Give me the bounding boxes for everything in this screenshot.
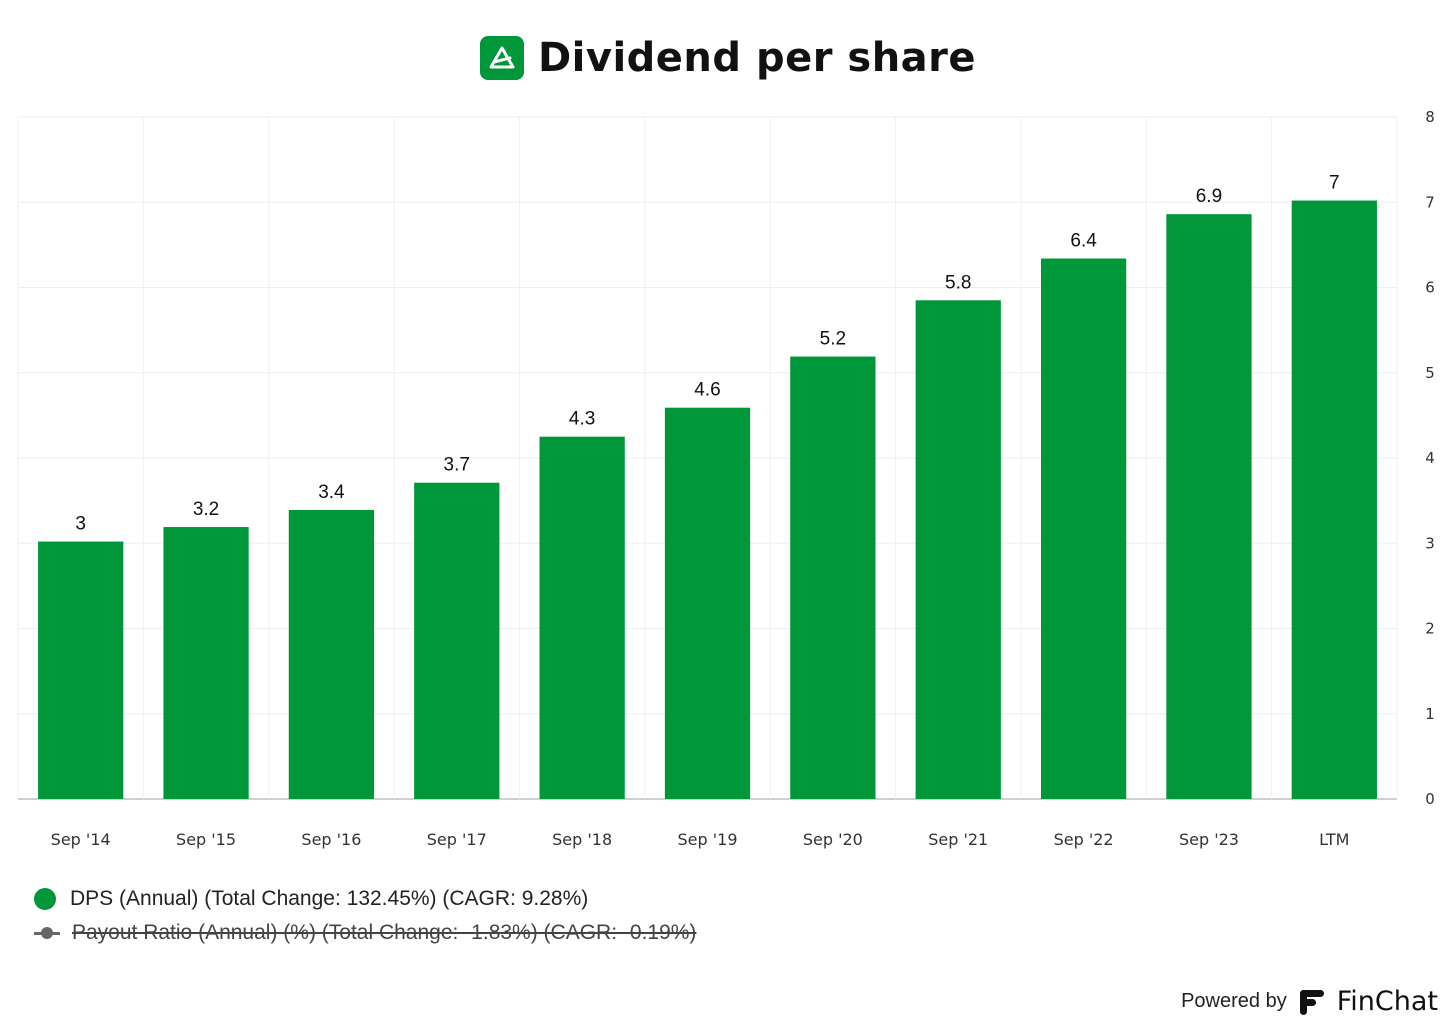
- chart-legend: DPS (Annual) (Total Change: 132.45%) (CA…: [34, 882, 696, 950]
- x-tick-label: Sep '17: [427, 830, 487, 849]
- data-labels: 3 3.2 3.4 3.7 4.3 4.6 5.2 5.8 6.4 6.9 7: [75, 173, 1339, 535]
- bar[interactable]: [1166, 214, 1252, 799]
- x-tick-label: Sep '23: [1179, 830, 1239, 849]
- powered-by-text: Powered by: [1181, 990, 1287, 1012]
- y-tick-label: 4: [1425, 449, 1435, 467]
- y-tick-label: 1: [1425, 705, 1435, 723]
- x-tick-label: Sep '15: [176, 830, 236, 849]
- data-label: 3.7: [444, 455, 470, 476]
- data-label: 5.8: [945, 272, 971, 293]
- data-label: 3.4: [318, 482, 345, 503]
- chart-title: Dividend per share: [537, 35, 977, 81]
- bar[interactable]: [664, 407, 751, 799]
- brand-name: FinChat: [1336, 986, 1438, 1017]
- bar[interactable]: [414, 482, 500, 799]
- bar[interactable]: [915, 300, 1001, 799]
- bar[interactable]: [539, 436, 625, 799]
- footer-branding: Powered by FinChat: [1181, 986, 1438, 1017]
- data-label: 3: [75, 514, 86, 535]
- legend-label-payout-ratio: Payout Ratio (Annual) (%) (Total Change:…: [72, 921, 697, 944]
- data-label: 5.2: [820, 329, 846, 350]
- x-tick-label: Sep '19: [678, 830, 738, 849]
- x-tick-label: Sep '20: [803, 830, 863, 849]
- y-tick-label: 5: [1425, 364, 1435, 382]
- x-tick-label: Sep '16: [301, 830, 361, 849]
- y-axis-ticks: 0 1 2 3 4 5 6 7 8: [1425, 108, 1435, 808]
- x-tick-label: LTM: [1319, 830, 1349, 849]
- data-label: 3.2: [193, 499, 219, 520]
- legend-label-dps: DPS (Annual) (Total Change: 132.45%) (CA…: [70, 887, 589, 910]
- data-label: 4.3: [569, 409, 595, 430]
- data-label: 6.4: [1070, 231, 1097, 252]
- data-label: 4.6: [694, 380, 720, 401]
- x-axis-ticks: Sep '14 Sep '15 Sep '16 Sep '17 Sep '18 Sep '…: [51, 830, 1350, 849]
- legend-item-dps[interactable]: DPS (Annual) (Total Change: 132.45%) (CA…: [34, 882, 696, 916]
- bar[interactable]: [163, 527, 249, 799]
- legend-line-marker-icon: [34, 922, 60, 944]
- finchat-triangle-logo-icon: [479, 36, 524, 80]
- data-label: 7: [1329, 173, 1340, 194]
- bar[interactable]: [1291, 200, 1377, 800]
- legend-dot-icon: [34, 888, 56, 910]
- y-tick-label: 2: [1425, 620, 1435, 638]
- chart-header: Dividend per share: [0, 30, 1456, 86]
- legend-item-payout-ratio[interactable]: Payout Ratio (Annual) (%) (Total Change:…: [34, 916, 696, 950]
- y-tick-label: 6: [1425, 279, 1435, 297]
- bar[interactable]: [1040, 258, 1127, 799]
- bar-chart: 33.23.43.74.34.65.25.86.46.97 Sep '14 Sep…: [17, 108, 1435, 849]
- bar[interactable]: [790, 356, 876, 799]
- x-tick-label: Sep '14: [51, 830, 111, 849]
- finchat-f-logo-icon: [1299, 989, 1324, 1015]
- y-tick-label: 0: [1425, 790, 1435, 808]
- x-tick-label: Sep '22: [1054, 830, 1114, 849]
- y-tick-label: 8: [1425, 108, 1435, 126]
- y-tick-label: 3: [1425, 534, 1435, 552]
- bar[interactable]: [288, 510, 375, 799]
- x-tick-label: Sep '21: [928, 830, 988, 849]
- bar-series: [38, 200, 1377, 800]
- bar[interactable]: [38, 541, 124, 799]
- x-tick-label: Sep '18: [552, 830, 612, 849]
- data-label: 6.9: [1196, 186, 1222, 207]
- y-tick-label: 7: [1425, 193, 1435, 211]
